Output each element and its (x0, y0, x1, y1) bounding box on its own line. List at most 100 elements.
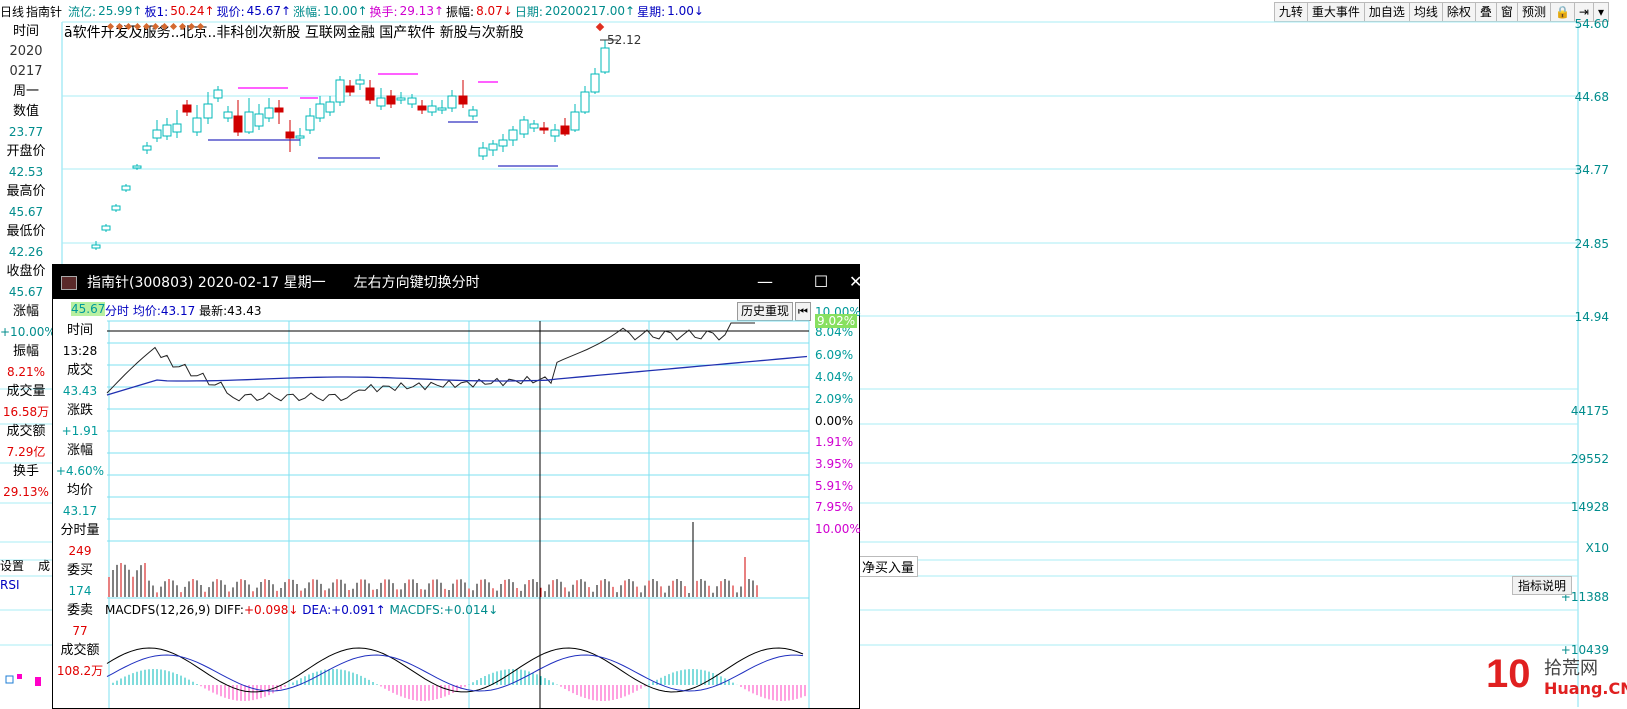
rsi-markers (5, 674, 41, 686)
pct-down-label: 3.95% (815, 457, 854, 471)
pin-icon[interactable]: ⇥ (1573, 2, 1594, 22)
intraday-popup[interactable]: 指南针(300803) 2020-02-17 星期一 左右方向键切换分时 — ☐… (52, 264, 863, 709)
info-bar: 日线 指南针 流亿: 25.99↑ 板1: 50.24↑ 现价: 45.67↑ 涨幅:… (0, 0, 1627, 22)
axis-vol-1: 29552 (1570, 452, 1609, 466)
event-marker (151, 22, 160, 31)
candle (580, 86, 590, 114)
event-marker (595, 22, 605, 32)
event-marker (169, 22, 178, 31)
pct-up-label: 2.09% (815, 392, 854, 406)
net-buy-label: 净买入量 (858, 556, 919, 577)
toolbar-exright[interactable]: 除权 (1441, 2, 1476, 22)
event-marker (133, 22, 142, 31)
popup-titlebar[interactable]: 指南针(300803) 2020-02-17 星期一 左右方向键切换分时 — ☐… (53, 265, 863, 299)
dea-value: +0.091↑ (331, 603, 386, 617)
close-button[interactable]: ✕ (849, 272, 863, 291)
lock-icon[interactable]: 🔒 (1549, 2, 1575, 22)
candle (396, 92, 406, 104)
popup-left-panel: 时间 13:28 成交 43.43 涨跌 +1.91 涨幅 +4.60% 均价 43.17 分时量 2… (53, 321, 107, 681)
candle (172, 110, 182, 138)
event-marker (142, 22, 151, 31)
watermark-en: Huang.CN (1544, 679, 1627, 698)
candle (508, 126, 518, 146)
axis-vol-0: 44175 (1570, 404, 1609, 418)
toolbar-major-events[interactable]: 重大事件 (1306, 2, 1365, 22)
candle (417, 100, 427, 114)
candle (203, 92, 213, 124)
popup-left-label: 成交额 (60, 643, 100, 658)
pct-down-label: 10.00% (815, 522, 861, 536)
minimize-button[interactable]: — (757, 272, 773, 291)
lp-low-label: 最低价 (6, 224, 46, 239)
lp-value-label: 数值 (12, 104, 39, 119)
history-replay-button[interactable]: 历史重现 (737, 302, 794, 321)
lp-turnover: 29.13% (3, 485, 49, 499)
settings-button[interactable]: 设置 (0, 559, 25, 573)
lp-open: 42.53 (8, 165, 44, 179)
candle (132, 164, 142, 170)
candle (478, 142, 488, 160)
popup-left-value: 249 (68, 544, 92, 558)
indicator-help-button[interactable]: 指标说明 (1512, 576, 1573, 595)
candle (570, 104, 580, 132)
axis-vol-3: X10 (1585, 541, 1610, 555)
chevron-down-icon[interactable]: ▾ (1592, 2, 1609, 22)
popup-left-label: 涨跌 (66, 403, 93, 418)
weekday-value: 1.00↓ (667, 4, 704, 18)
candle (488, 140, 498, 156)
intraday-chart[interactable] (53, 265, 859, 708)
candle (264, 98, 274, 122)
avg-price-line (106, 355, 808, 396)
toolbar-ma[interactable]: 均线 (1408, 2, 1443, 22)
rewind-icon[interactable]: ⏮ (795, 302, 811, 321)
toolbar-add-watchlist[interactable]: 加自选 (1363, 2, 1410, 22)
watermark-logo: 10 拾荒网 Huang.CN (1486, 652, 1627, 704)
toolbar-overlay[interactable]: 叠 (1474, 2, 1497, 22)
candle (590, 68, 600, 94)
lp-time-label: 时间 (12, 24, 39, 39)
lp-open-label: 开盘价 (6, 144, 46, 159)
popup-left-label: 委买 (66, 563, 93, 578)
candle (233, 100, 243, 136)
candle (142, 142, 152, 154)
popup-left-label: 均价 (66, 483, 93, 498)
lp-close-label: 收盘价 (6, 264, 46, 279)
candle (427, 100, 437, 116)
lp-amp-label: 振幅 (12, 344, 39, 359)
candle (447, 90, 457, 112)
lp-weekday: 周一 (12, 84, 39, 99)
popup-left-label: 成交 (66, 363, 93, 378)
candle (539, 122, 549, 134)
fenshi-label: 分时 (105, 304, 130, 318)
popup-left-value: 108.2万 (56, 664, 104, 678)
dea-label: DEA: (302, 603, 332, 617)
tab-partial[interactable]: 成 (38, 559, 51, 573)
avg-label: 均价: (132, 304, 161, 318)
candle (519, 116, 529, 138)
float-value: 25.99↑ (98, 4, 143, 18)
board-label: 板1: (144, 4, 169, 19)
popup-title: 指南针(300803) 2020-02-17 星期一 (87, 275, 326, 291)
candle (365, 80, 375, 104)
amplitude-value: 8.07↓ (476, 4, 513, 18)
event-marker (115, 22, 124, 31)
event-marker (160, 22, 169, 31)
lp-low: 42.26 (8, 245, 44, 259)
diff-line (106, 647, 804, 693)
candle (437, 100, 447, 114)
candle (192, 105, 202, 136)
left-info-panel: 时间 2020 0217 周一 数值 23.77 开盘价 42.53 最高价 4… (0, 22, 56, 502)
candle (274, 100, 284, 124)
maximize-button[interactable]: ☐ (813, 272, 829, 291)
popup-left-value: +4.60% (55, 464, 105, 478)
pct-up-label: 4.04% (815, 370, 854, 384)
candle (162, 118, 172, 140)
chart-toolbar: 九转 重大事件 加自选 均线 除权 叠 窗 预测 🔒 ⇥ ▾ (1273, 2, 1609, 22)
diff-value: +0.098↓ (243, 603, 299, 617)
lp-amount: 7.29亿 (6, 445, 46, 459)
price-label: 现价: (216, 4, 245, 19)
rsi-label: RSI (0, 578, 20, 592)
popup-left-value: 77 (72, 624, 88, 638)
popup-left-value: +1.91 (61, 424, 99, 438)
avg-value: 43.17 (160, 304, 196, 318)
